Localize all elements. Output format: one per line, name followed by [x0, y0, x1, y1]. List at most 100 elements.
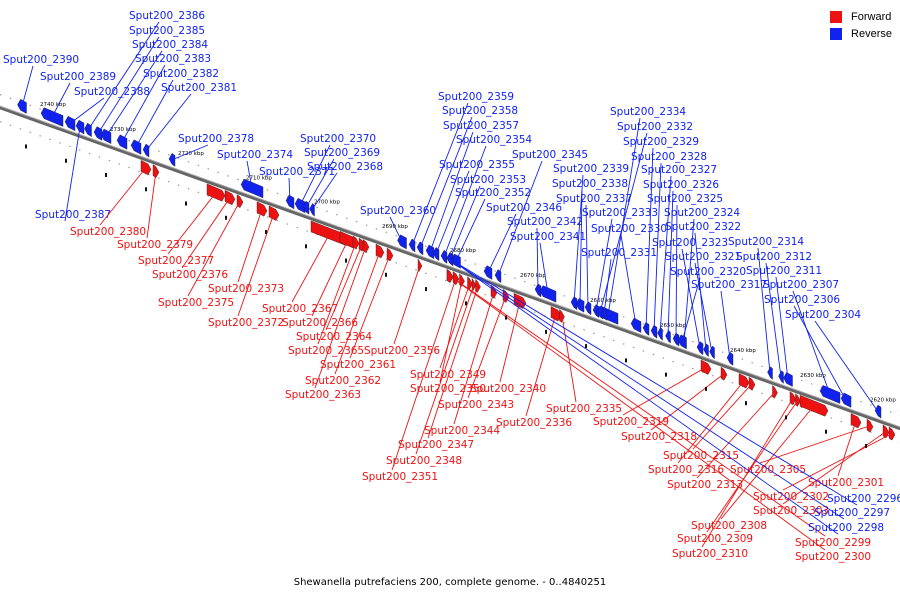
tick-label: 2650 kbp — [660, 323, 686, 329]
leader-line — [146, 171, 157, 239]
gene-label: Sput200_2307 — [763, 279, 839, 291]
gene-sput200-2381 — [142, 143, 150, 158]
leader-line — [499, 300, 521, 383]
gene-label: Sput200_2336 — [496, 417, 572, 429]
gene-label: Sput200_2322 — [665, 221, 741, 233]
gene-label: Sput200_2389 — [40, 71, 116, 83]
gene-sput200-2323 — [696, 341, 704, 356]
leader-line — [181, 197, 231, 269]
legend-label-forward: Forward — [851, 10, 892, 23]
gene-sput200-2302 — [888, 426, 896, 441]
leader-line — [667, 190, 674, 337]
tick-label: 2730 kbp — [110, 127, 136, 133]
legend-item-forward: Forward — [830, 8, 892, 25]
leader-line — [765, 262, 782, 378]
gene-label: Sput200_2374 — [217, 149, 293, 161]
gene-label: Sput200_2305 — [730, 464, 806, 476]
gene-label: Sput200_2313 — [667, 479, 743, 491]
rail-marker — [345, 258, 347, 263]
leader-line — [311, 172, 338, 211]
gene-sput200-2360 — [397, 234, 407, 250]
gene-label: Sput200_2368 — [307, 161, 383, 173]
gene-label: Sput200_2321 — [665, 251, 741, 263]
leader-line — [487, 213, 517, 273]
gene-sput200-2315 — [748, 376, 756, 391]
forward-swatch — [830, 10, 843, 23]
gene-label: Sput200_2385 — [129, 25, 205, 37]
gene-label: Sput200_2311 — [746, 265, 822, 277]
gene-sput200-2332 — [596, 305, 604, 320]
leader-line — [536, 227, 539, 291]
leader-line — [121, 64, 166, 143]
leader-line — [675, 204, 678, 340]
leader-line — [497, 160, 543, 277]
gene-label: Sput200_2348 — [386, 455, 462, 467]
gene-label: Sput200_2331 — [581, 247, 657, 259]
leader-line — [51, 82, 71, 118]
gene-label: Sput200_2363 — [285, 389, 361, 401]
leader-line — [681, 248, 701, 349]
leader-line — [603, 258, 612, 314]
gene-label: Sput200_2369 — [304, 147, 380, 159]
gene-label: Sput200_2365 — [288, 345, 364, 357]
tick-label: 2720 kbp — [178, 151, 204, 157]
leader-line — [677, 380, 745, 464]
leader-line — [792, 290, 831, 395]
gene-label: Sput200_2323 — [652, 237, 728, 249]
leader-line — [759, 425, 871, 464]
leader-line — [449, 258, 845, 520]
gene-label: Sput200_2355 — [439, 159, 515, 171]
leader-line — [105, 50, 163, 137]
rail-marker — [825, 429, 827, 434]
gene-label: Sput200_2387 — [35, 209, 111, 221]
gene-label: Sput200_2335 — [546, 403, 622, 415]
gene-label: Sput200_2339 — [553, 163, 629, 175]
leader-line — [69, 97, 105, 124]
rail-marker — [505, 315, 507, 320]
gene-sput200-2301 — [850, 413, 862, 429]
legend-label-reverse: Reverse — [851, 27, 892, 40]
gene-label: Sput200_2325 — [647, 193, 723, 205]
gene-label: Sput200_2350 — [410, 383, 486, 395]
gene-label: Sput200_2370 — [300, 133, 376, 145]
gene-label: Sput200_2353 — [450, 174, 526, 186]
leader-line — [167, 192, 217, 255]
gene-label: Sput200_2360 — [360, 205, 436, 217]
tick-label: 2700 kbp — [314, 200, 340, 206]
leader-line — [449, 185, 481, 260]
gene-label: Sput200_2299 — [795, 537, 871, 549]
leader-line — [579, 189, 583, 306]
leader-line — [291, 232, 331, 303]
gene-label: Sput200_2382 — [143, 68, 219, 80]
gene-label: Sput200_2359 — [438, 91, 514, 103]
genome-caption: Shewanella putrefaciens 200, complete ge… — [293, 577, 607, 588]
gene-label: Sput200_2390 — [3, 54, 79, 66]
genome-axis — [0, 105, 900, 431]
leader-line — [237, 208, 263, 283]
leader-line — [419, 116, 473, 249]
tick-label: 2620 kbp — [870, 398, 896, 404]
gene-sput200-2338 — [575, 298, 585, 313]
leader-line — [449, 258, 839, 535]
gene-label: Sput200_2302 — [753, 491, 829, 503]
gene-sput200-2378 — [168, 153, 176, 167]
rail-marker — [465, 301, 467, 306]
rail-marker — [65, 158, 67, 163]
gene-label: Sput200_2301 — [808, 477, 884, 489]
gene-sput200-2314 — [767, 366, 773, 380]
leader-line — [645, 147, 654, 329]
gene-sput200-2329 — [642, 322, 650, 336]
gene-label: Sput200_2367 — [262, 303, 338, 315]
leader-line — [64, 127, 81, 222]
leader-line — [99, 167, 147, 226]
gene-label: Sput200_2351 — [362, 471, 438, 483]
gene-label: Sput200_2296 — [827, 493, 900, 505]
tick-label: 2640 kbp — [730, 348, 756, 354]
rail-marker — [385, 272, 387, 277]
gene-label: Sput200_2314 — [728, 236, 804, 248]
leader-line — [325, 244, 363, 331]
gene-sput200-2309 — [795, 393, 801, 407]
leader-line — [391, 277, 457, 471]
leader-line — [288, 177, 291, 202]
leader-line — [453, 291, 495, 425]
